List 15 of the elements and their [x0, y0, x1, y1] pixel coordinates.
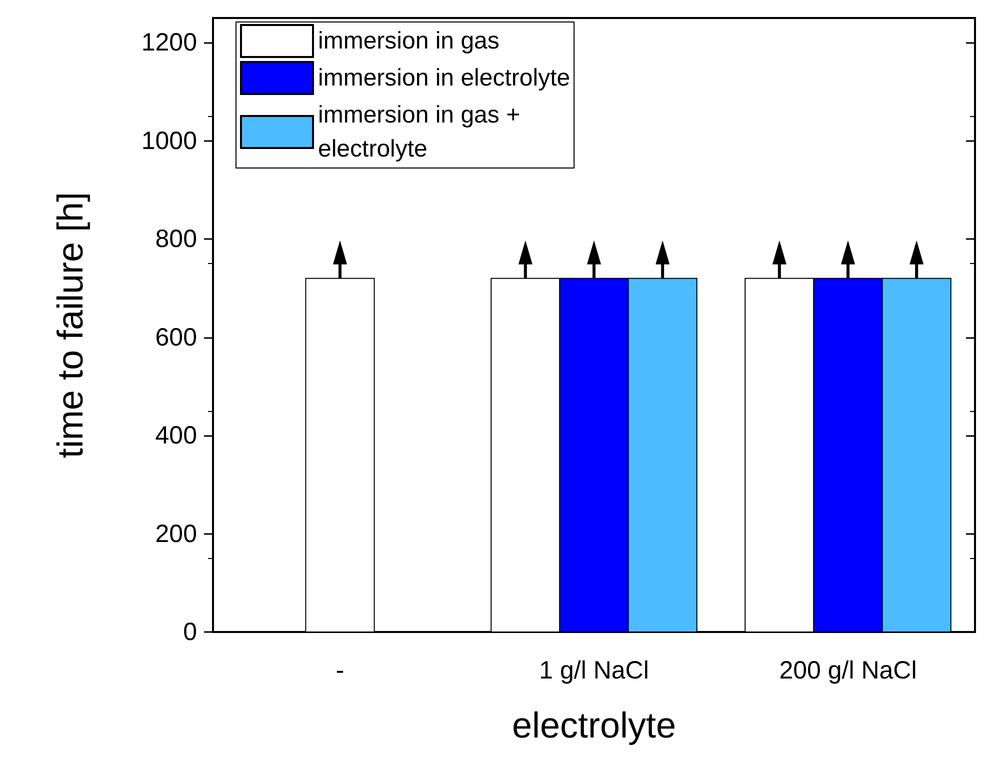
y-tick-label: 600: [155, 323, 197, 352]
y-tick-label: 1200: [141, 28, 197, 57]
legend-label: immersion in gas: [318, 28, 500, 54]
y-tick-label: 400: [155, 422, 197, 450]
x-axis-title: electrolyte: [512, 704, 676, 746]
y-tick-label: 0: [183, 618, 197, 646]
x-tick-label: -: [336, 656, 344, 684]
y-tick-label: 800: [155, 225, 197, 254]
x-tick-label: 200 g/l NaCl: [779, 656, 917, 684]
legend-label: immersion in gas + electrolyte: [318, 102, 520, 162]
y-tick-label: 200: [155, 520, 197, 548]
x-tick-label: 1 g/l NaCl: [539, 656, 649, 684]
y-axis-title: time to failure [h]: [50, 192, 90, 458]
legend-label: immersion in electrolyte: [318, 64, 570, 92]
y-tick-label: 1000: [141, 126, 197, 155]
